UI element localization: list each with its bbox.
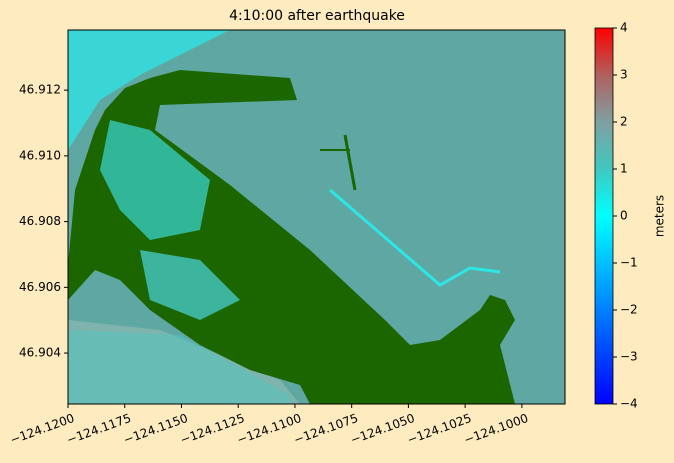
colorbar-tick-label: 4 — [620, 21, 628, 35]
y-tick-label: 46.908 — [19, 214, 61, 228]
land — [68, 70, 515, 404]
inundation — [140, 250, 240, 320]
chart-title: 4:10:00 after earthquake — [229, 8, 405, 24]
colorbar-tick-label: 1 — [620, 162, 628, 176]
colorbar-tick-label: 3 — [620, 68, 628, 82]
colorbar-tick-label: −4 — [620, 397, 638, 411]
plot-frame — [67, 29, 566, 405]
colorbar-label: meters — [653, 195, 667, 237]
map-image — [68, 30, 565, 404]
colorbar-tick-label: −1 — [620, 256, 638, 270]
colorbar — [594, 27, 614, 405]
colorbar-tick-label: −3 — [620, 350, 638, 364]
y-tick-label: 46.912 — [19, 83, 61, 97]
colorbar-tick-label: −2 — [620, 303, 638, 317]
jetty — [343, 134, 357, 191]
y-tick-label: 46.904 — [19, 346, 61, 360]
inundation — [100, 120, 210, 240]
inundation — [68, 330, 290, 404]
shallow-water — [68, 30, 230, 150]
colorbar-tick-label: 2 — [620, 115, 628, 129]
y-tick-label: 46.910 — [19, 148, 61, 162]
colorbar-tick-label: 0 — [620, 209, 628, 223]
jetty — [329, 188, 501, 287]
y-tick-label: 46.906 — [19, 280, 61, 294]
